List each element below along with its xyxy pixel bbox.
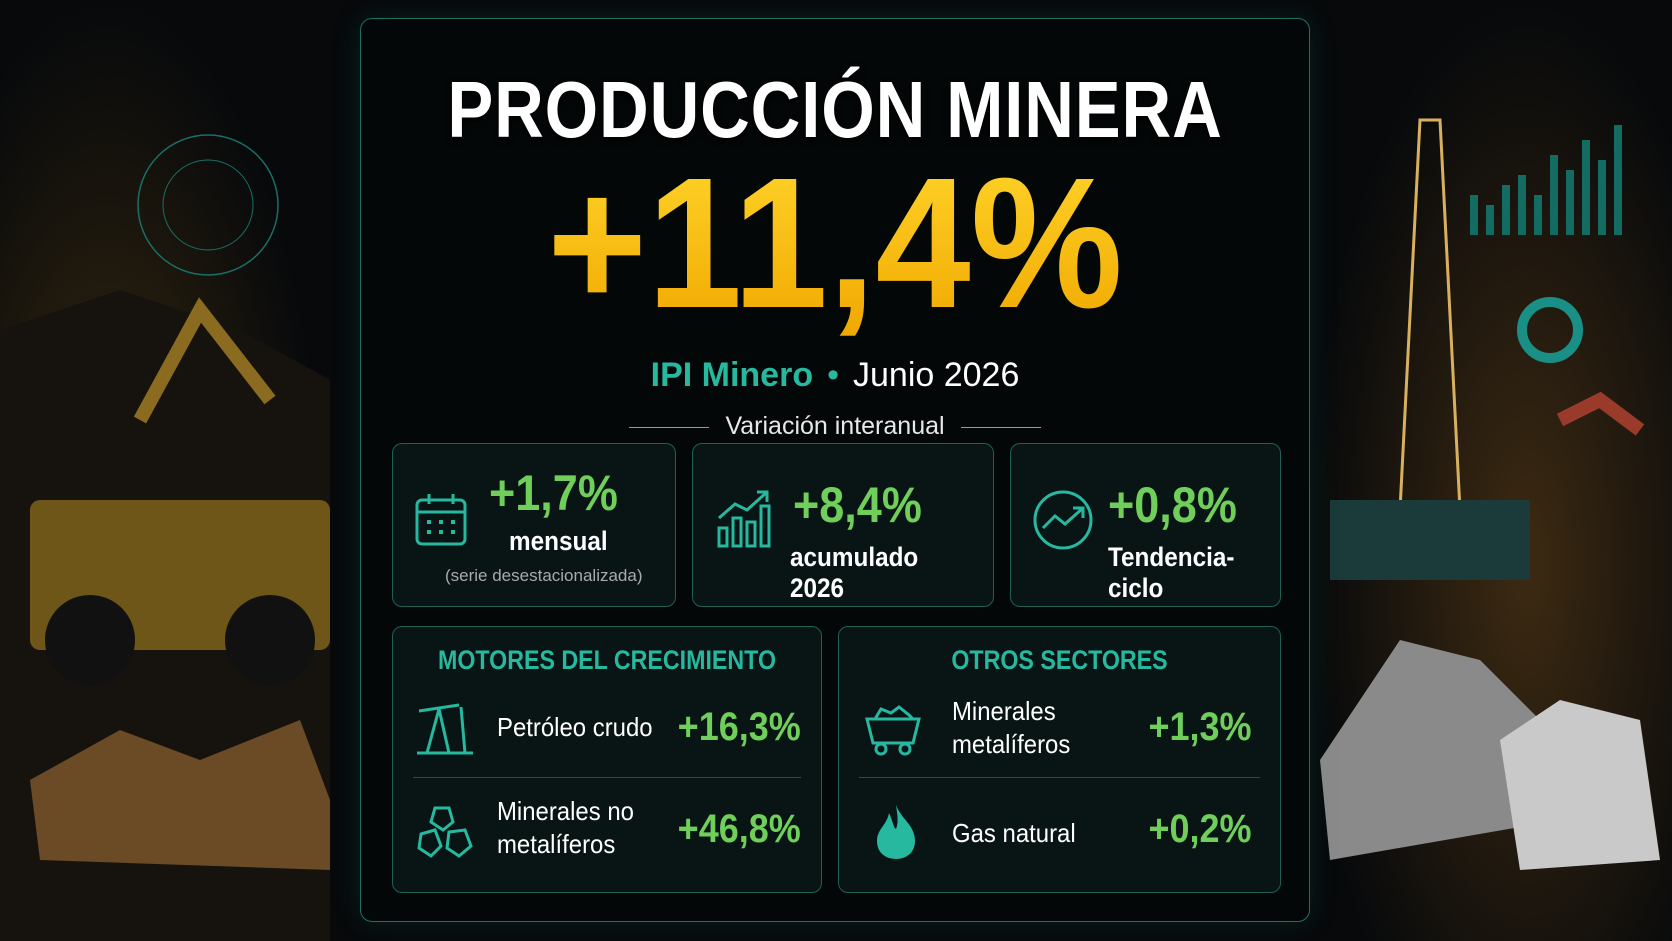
separator-dot: • [827, 356, 839, 394]
stat-card: +1,7% mensual (serie desestacionalizada) [392, 443, 676, 607]
radar-inner [162, 159, 254, 251]
item-label: Minerales no metalíferos [497, 796, 634, 859]
mine-cart-icon [865, 705, 921, 756]
item-label: Petróleo crudo [497, 712, 653, 742]
section-title: MOTORES DEL CRECIMIENTO [437, 645, 777, 675]
title: PRODUCCIÓN MINERA [447, 65, 1223, 154]
rock [1500, 700, 1660, 870]
truck-wheel [45, 595, 135, 685]
subtitle: IPI Minero • Junio 2026 [361, 356, 1309, 395]
caption: Variación interanual [361, 412, 1309, 441]
card-label: acumulado 2026 [790, 542, 919, 603]
section: MOTORES DEL CRECIMIENTO Petróleo crudo +… [392, 626, 822, 893]
trend-icon [1033, 490, 1093, 550]
indicator: IPI Minero [650, 356, 814, 394]
card-note: (serie desestacionalizada) [445, 566, 643, 585]
item-label: Gas natural [952, 818, 1076, 848]
truck-wheel [225, 595, 315, 685]
card-value: +0,8% [1108, 477, 1237, 533]
stat-card: +8,4% acumulado 2026 [692, 443, 994, 607]
item-label: Minerales metalíferos [952, 696, 1071, 759]
card-value: +1,7% [489, 465, 618, 521]
rig-base [1330, 500, 1530, 580]
radar [137, 134, 279, 276]
separator [413, 777, 801, 778]
pumpjack [1556, 391, 1645, 436]
section: OTROS SECTORES Minerales metalíferos +1,… [838, 626, 1281, 893]
calendar-icon [415, 494, 467, 546]
card-label: Tendencia-ciclo [1108, 542, 1235, 603]
donut-deco [1517, 297, 1583, 363]
stat-card: +0,8% Tendencia-ciclo [1010, 443, 1281, 607]
headline-value: +11,4% [399, 151, 1271, 337]
caption-text: Variación interanual [725, 412, 945, 440]
minerals-icon [417, 806, 473, 858]
panel: PRODUCCIÓN MINERA +11,4% IPI Minero • Juni… [360, 18, 1310, 922]
flame-icon [877, 805, 915, 859]
growth-icon [717, 490, 771, 548]
card-value: +8,4% [793, 477, 922, 533]
pumpjack-icon [417, 703, 473, 755]
rock [1320, 640, 1560, 860]
card-label: mensual [509, 526, 608, 556]
item-value: +46,8% [677, 807, 801, 851]
section-title: OTROS SECTORES [951, 645, 1168, 675]
item-value: +0,2% [1148, 807, 1252, 851]
bars-deco [1470, 125, 1622, 235]
excavator-arm [133, 297, 276, 424]
item-value: +1,3% [1148, 705, 1252, 749]
period: Junio 2026 [853, 356, 1020, 394]
item-value: +16,3% [677, 705, 801, 749]
separator [859, 777, 1260, 778]
ore [30, 720, 330, 870]
